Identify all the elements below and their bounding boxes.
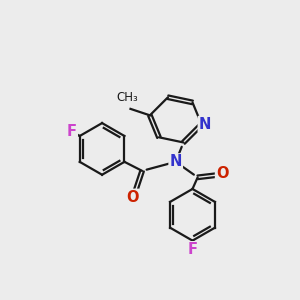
Text: F: F xyxy=(188,242,197,257)
Text: F: F xyxy=(67,124,77,139)
Text: O: O xyxy=(126,190,139,205)
Text: N: N xyxy=(169,154,182,169)
Text: O: O xyxy=(216,166,229,181)
Text: N: N xyxy=(199,117,211,132)
Text: CH₃: CH₃ xyxy=(116,91,138,104)
